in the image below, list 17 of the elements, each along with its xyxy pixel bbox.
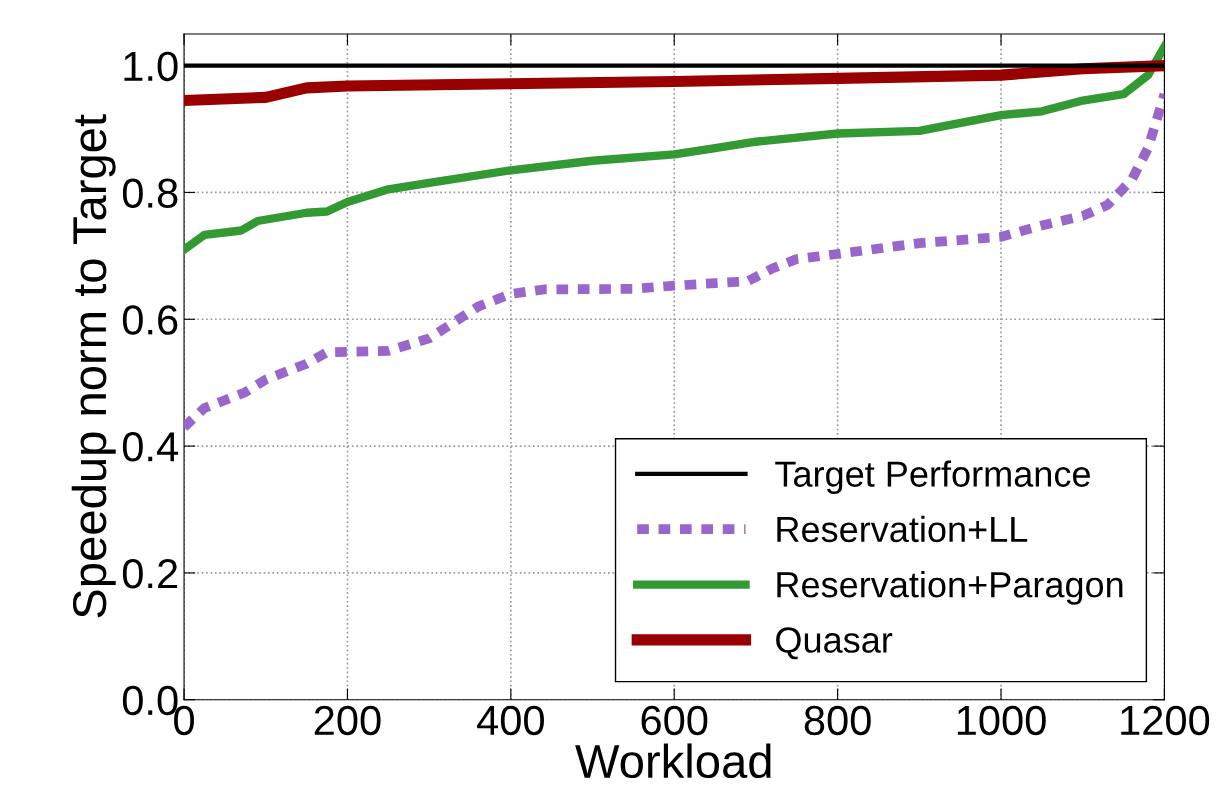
x-tick-label: 800 xyxy=(804,705,871,736)
x-tick-label: 200 xyxy=(314,705,381,736)
y-tick-label: 0.4 xyxy=(122,432,178,462)
x-tick-label: 1200 xyxy=(1121,705,1210,736)
y-tick-label: 0.8 xyxy=(122,178,178,208)
legend-label: Reservation+LL xyxy=(777,515,1028,543)
x-axis-title: Workload xyxy=(575,743,771,779)
y-tick-label: 0.2 xyxy=(122,558,178,589)
legend-label: Reservation+Paragon xyxy=(777,571,1123,605)
x-tick-label: 600 xyxy=(641,705,708,736)
y-tick-label: 1.0 xyxy=(124,51,178,82)
legend-label: Target Performance xyxy=(775,460,1090,495)
x-tick-label: 400 xyxy=(477,705,544,736)
legend-label: Quasar xyxy=(776,627,893,660)
y-axis-title: Speedup norm to Target xyxy=(71,114,116,618)
x-tick-label: 1000 xyxy=(957,705,1046,736)
y-tick-label: 0.6 xyxy=(122,305,178,335)
